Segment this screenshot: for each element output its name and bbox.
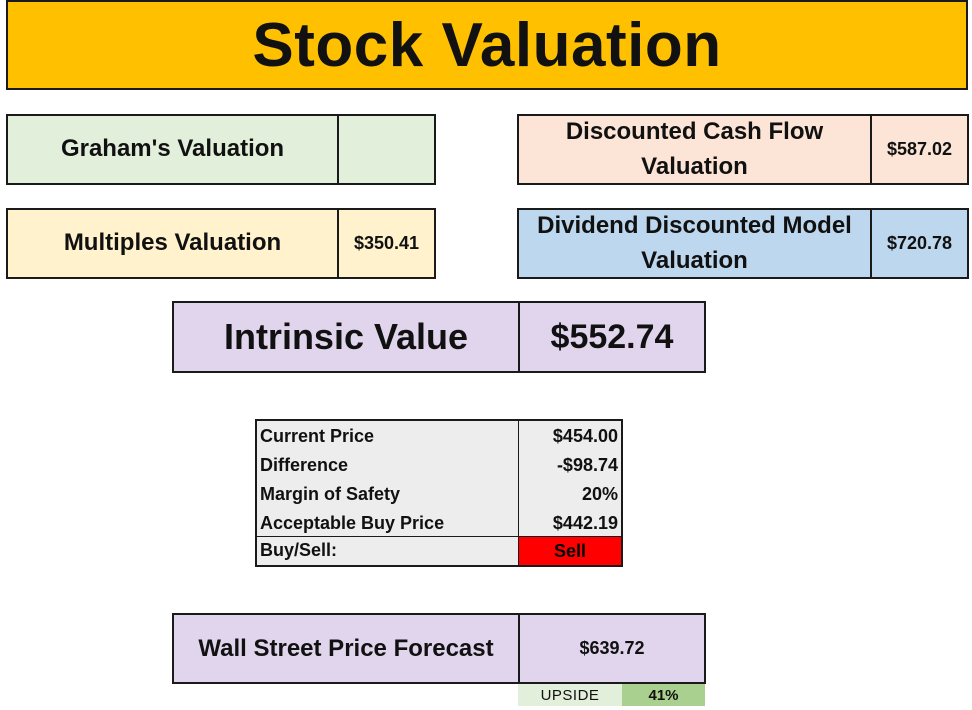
table-row: Difference -$98.74	[257, 451, 621, 480]
table-divider	[518, 421, 519, 565]
multiples-valuation-value[interactable]: $350.41	[337, 208, 436, 279]
upside-label: UPSIDE	[518, 684, 622, 706]
difference-value[interactable]: -$98.74	[556, 455, 618, 475]
table-row: Acceptable Buy Price $442.19	[257, 509, 621, 538]
price-table: Current Price $454.00 Difference -$98.74…	[255, 419, 623, 567]
forecast-label: Wall Street Price Forecast	[172, 613, 520, 684]
multiples-valuation-label: Multiples Valuation	[6, 208, 339, 279]
graham-valuation-value[interactable]	[337, 114, 436, 185]
acceptable-buy-price-label: Acceptable Buy Price	[260, 513, 445, 533]
table-row: Margin of Safety 20%	[257, 480, 621, 509]
upside-value[interactable]: 41%	[622, 684, 705, 706]
page-title: Stock Valuation	[6, 0, 968, 90]
current-price-value[interactable]: $454.00	[552, 426, 618, 446]
dcf-valuation-label: Discounted Cash Flow Valuation	[517, 114, 872, 185]
intrinsic-value-label: Intrinsic Value	[172, 301, 520, 373]
forecast-value[interactable]: $639.72	[518, 613, 706, 684]
ddm-valuation-value[interactable]: $720.78	[870, 208, 969, 279]
buy-sell-label: Buy/Sell:	[260, 540, 338, 560]
current-price-label: Current Price	[260, 426, 375, 446]
graham-valuation-label: Graham's Valuation	[6, 114, 339, 185]
table-row: Current Price $454.00	[257, 422, 621, 451]
difference-label: Difference	[260, 455, 349, 475]
buy-sell-signal[interactable]: Sell	[519, 537, 621, 565]
acceptable-buy-price-value[interactable]: $442.19	[552, 513, 618, 533]
margin-of-safety-value[interactable]: 20%	[581, 484, 618, 504]
intrinsic-value-amount[interactable]: $552.74	[518, 301, 706, 373]
table-row: Buy/Sell: Sell	[257, 536, 621, 565]
dcf-valuation-value[interactable]: $587.02	[870, 114, 969, 185]
margin-of-safety-label: Margin of Safety	[260, 484, 401, 504]
ddm-valuation-label: Dividend Discounted Model Valuation	[517, 208, 872, 279]
